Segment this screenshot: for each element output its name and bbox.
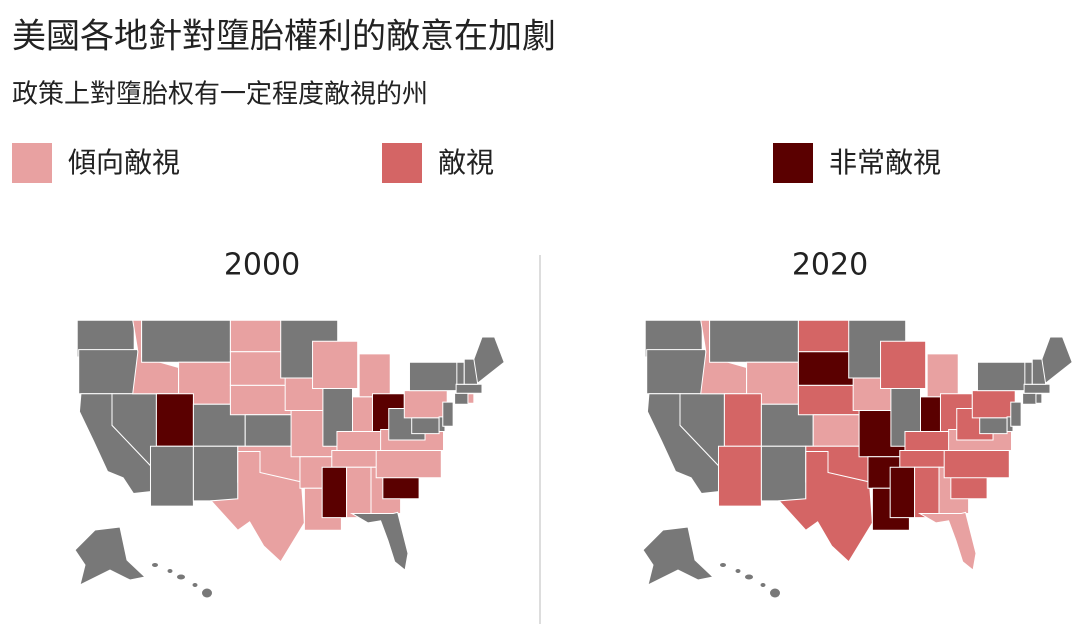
legend-label: 敵視 xyxy=(438,146,494,179)
state xyxy=(723,393,762,447)
legend-swatch xyxy=(12,143,52,183)
state xyxy=(914,466,940,519)
state xyxy=(473,336,505,385)
state xyxy=(210,451,305,563)
state xyxy=(917,511,977,572)
state xyxy=(74,526,147,586)
state xyxy=(467,393,475,404)
state xyxy=(760,445,807,502)
state xyxy=(349,511,409,572)
subtitle: 政策上對墮胎权有一定程度敵視的州 xyxy=(12,80,428,110)
state xyxy=(1022,392,1038,405)
state xyxy=(1035,393,1043,404)
state xyxy=(976,361,1027,392)
state xyxy=(646,349,707,395)
state xyxy=(778,451,873,563)
state xyxy=(797,319,854,353)
state xyxy=(926,353,959,398)
state xyxy=(408,361,459,392)
state xyxy=(403,390,448,419)
island xyxy=(735,569,741,573)
map-year: 2000 xyxy=(224,248,300,283)
island xyxy=(177,574,185,580)
state xyxy=(797,351,855,386)
state xyxy=(943,449,1010,479)
island xyxy=(745,574,753,580)
island xyxy=(770,588,780,598)
legend-label: 傾向敵視 xyxy=(68,146,180,179)
state xyxy=(642,526,715,586)
title: 美國各地針對墮胎權利的敵意在加劇 xyxy=(12,17,556,57)
state xyxy=(346,466,372,519)
state xyxy=(152,563,212,598)
state xyxy=(229,351,287,386)
state xyxy=(889,466,916,519)
island xyxy=(202,588,212,598)
state xyxy=(463,358,479,385)
state xyxy=(1023,383,1051,394)
state xyxy=(979,417,1008,435)
state xyxy=(229,319,286,353)
state xyxy=(454,392,470,405)
state xyxy=(717,445,762,507)
state xyxy=(149,445,194,507)
state xyxy=(720,563,780,598)
island xyxy=(192,583,198,587)
state xyxy=(1031,358,1047,385)
legend-swatch xyxy=(773,143,813,183)
state xyxy=(192,445,239,502)
state xyxy=(455,383,483,394)
state xyxy=(411,417,440,435)
state xyxy=(78,349,139,395)
island xyxy=(167,569,173,573)
island xyxy=(152,563,158,567)
state xyxy=(141,319,231,363)
legend-swatch xyxy=(382,143,422,183)
state xyxy=(971,390,1016,419)
island xyxy=(760,583,766,587)
state xyxy=(1010,401,1022,427)
state xyxy=(1041,336,1073,385)
state xyxy=(442,401,454,427)
state xyxy=(321,466,348,519)
state xyxy=(709,319,799,363)
state xyxy=(880,340,927,389)
state xyxy=(155,393,194,447)
state xyxy=(312,340,359,389)
legend-label: 非常敵視 xyxy=(829,146,941,179)
state xyxy=(375,449,442,479)
state xyxy=(456,361,465,385)
island xyxy=(720,563,726,567)
state xyxy=(358,353,391,398)
state xyxy=(1024,361,1033,385)
map-year: 2020 xyxy=(792,248,868,283)
